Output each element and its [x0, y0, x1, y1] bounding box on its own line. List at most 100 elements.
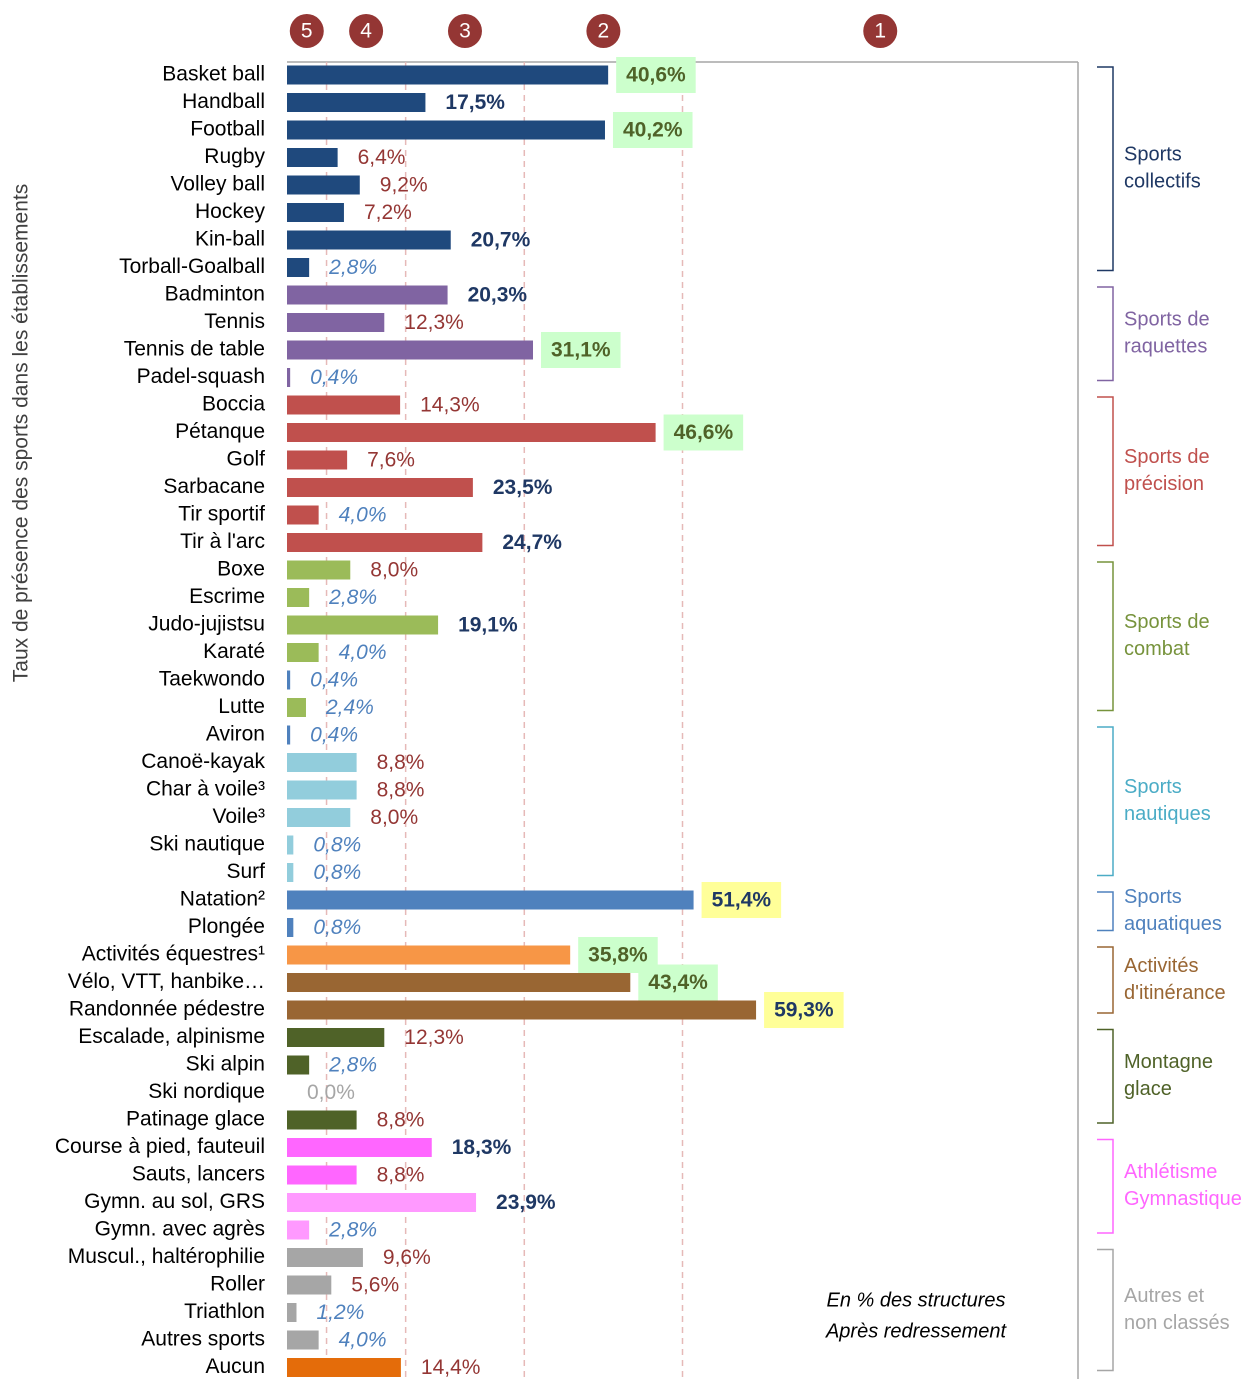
zone-badge — [447, 14, 482, 48]
bar — [287, 368, 291, 387]
value-label-group: 23,5% — [493, 476, 553, 499]
group-label: Sports — [1124, 144, 1182, 166]
category-label: Aviron — [206, 723, 265, 746]
value-label-group: 0,8% — [313, 861, 361, 884]
category-label: Activités équestres¹ — [82, 943, 265, 966]
value-label: 7,6% — [367, 449, 415, 472]
bar — [287, 1028, 385, 1047]
category-label: Taekwondo — [159, 668, 265, 691]
category-label: Course à pied, fauteuil — [55, 1135, 265, 1158]
category-label: Natation² — [180, 888, 265, 911]
bar — [287, 423, 656, 442]
value-label: 4,0% — [339, 1329, 387, 1352]
category-label: Karaté — [203, 640, 265, 663]
value-label-group: 0,4% — [310, 366, 358, 389]
category-label: Pétanque — [175, 420, 265, 443]
value-label-group: 40,2% — [612, 112, 693, 148]
category-label: Football — [190, 118, 265, 141]
y-axis-title: Taux de présence des sports dans les éta… — [10, 184, 33, 682]
value-label-bg — [541, 332, 621, 368]
zone-label: 1 — [874, 20, 886, 43]
bar — [287, 1165, 357, 1185]
value-label: 46,6% — [674, 421, 734, 444]
bar — [287, 835, 294, 855]
group-bracket — [1097, 891, 1114, 932]
value-label: 12,3% — [404, 1026, 464, 1049]
value-label-group: 4,0% — [339, 1329, 387, 1352]
bar — [287, 1138, 432, 1157]
bar — [287, 230, 451, 250]
value-label-group: 12,3% — [404, 1026, 464, 1049]
category-label: Lutte — [218, 695, 265, 718]
category-label: Escrime — [189, 585, 265, 608]
bar — [287, 753, 357, 772]
bar — [287, 120, 605, 140]
category-label: Ski nordique — [148, 1080, 265, 1103]
bar — [287, 450, 348, 470]
category-label: Triathlon — [184, 1300, 265, 1323]
value-label-bg — [638, 964, 718, 1001]
value-label: 40,6% — [626, 64, 686, 87]
category-label: Voile³ — [212, 805, 265, 828]
value-label-bg — [663, 414, 744, 451]
value-label: 8,8% — [377, 751, 425, 774]
bar — [287, 478, 473, 497]
bar — [287, 588, 310, 607]
bar — [287, 148, 338, 167]
value-label: 2,8% — [328, 586, 377, 609]
bar — [287, 725, 291, 745]
zone-badge — [289, 14, 324, 48]
value-label-group: 0,4% — [310, 724, 358, 747]
value-label: 2,8% — [328, 1219, 377, 1242]
value-label-group: 0,8% — [313, 916, 361, 939]
value-label: 24,7% — [502, 531, 562, 554]
bar — [287, 258, 310, 277]
bar — [287, 533, 483, 552]
category-label: Boccia — [202, 393, 265, 416]
value-label-bg — [616, 57, 696, 93]
value-label-group: 31,1% — [541, 332, 621, 368]
value-label: 0,8% — [313, 916, 361, 939]
zone-label: 4 — [360, 20, 372, 43]
category-label: Torball-Goalball — [119, 255, 265, 278]
bar — [287, 780, 357, 800]
value-label: 14,3% — [420, 394, 480, 417]
category-label: Handball — [182, 90, 265, 113]
category-label: Boxe — [217, 558, 265, 581]
value-label: 17,5% — [445, 91, 505, 114]
zone-label: 3 — [459, 20, 471, 43]
value-label-group: 8,8% — [377, 751, 425, 774]
value-label-group: 2,8% — [328, 1219, 377, 1242]
category-label: Badminton — [165, 283, 265, 306]
group-label: Sports de — [1124, 446, 1210, 468]
value-label-bg — [764, 992, 844, 1028]
group-label: d'itinérance — [1124, 982, 1226, 1004]
group-bracket — [1097, 1248, 1114, 1372]
value-label-group: 24,7% — [502, 531, 562, 554]
note: Après redressement — [825, 1320, 1008, 1342]
bar — [287, 1358, 401, 1377]
value-label-group: 14,3% — [420, 394, 480, 417]
value-label-group: 51,4% — [701, 882, 782, 918]
bar — [287, 395, 401, 415]
category-label: Rugby — [204, 145, 265, 168]
value-label: 35,8% — [588, 944, 648, 967]
group-label: aquatiques — [1124, 913, 1222, 935]
value-label-group: 19,1% — [458, 614, 518, 637]
value-label: 40,2% — [623, 119, 683, 142]
value-label-group: 2,8% — [328, 586, 377, 609]
bar — [287, 863, 294, 882]
category-label: Kin-ball — [195, 228, 265, 251]
group-label: collectifs — [1124, 171, 1201, 193]
value-label: 12,3% — [404, 311, 464, 334]
value-label-group: 2,8% — [328, 1054, 377, 1077]
value-label-group: 8,8% — [377, 1109, 425, 1132]
value-label-group: 59,3% — [764, 992, 844, 1028]
value-label-bg — [612, 112, 693, 148]
group-label: nautiques — [1124, 803, 1211, 825]
group-bracket — [1097, 946, 1114, 1014]
bar — [287, 1220, 310, 1240]
value-label-group: 2,8% — [328, 256, 377, 279]
category-label: Gymn. au sol, GRS — [84, 1190, 265, 1213]
bar — [287, 340, 534, 360]
